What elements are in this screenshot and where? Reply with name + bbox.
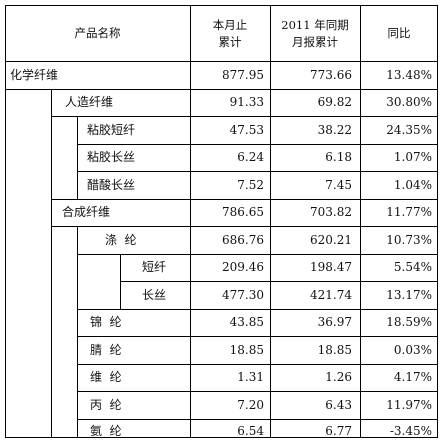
row-name: 维 纶 [90, 370, 122, 384]
row-name: 合成纤维 [62, 205, 111, 219]
row-prior: 18.85 [317, 343, 352, 357]
row-yoy: 13.17% [386, 288, 432, 302]
row-current: 7.52 [237, 178, 264, 192]
row-prior: 198.47 [310, 260, 352, 274]
row-yoy: 10.73% [386, 233, 432, 247]
row-name: 长丝 [142, 288, 167, 302]
row-yoy: 11.77% [386, 205, 432, 219]
row-current: 91.33 [229, 95, 264, 109]
row-name: 醋酸长丝 [87, 178, 136, 192]
indent-line-level3 [120, 254, 121, 309]
row-yoy: -3.45% [389, 424, 432, 438]
row-name: 腈 纶 [90, 343, 122, 357]
row-yoy: 30.80% [386, 95, 432, 109]
row-line [51, 226, 438, 227]
row-line [5, 89, 438, 90]
row-current: 1.31 [237, 370, 264, 384]
row-line [51, 199, 438, 200]
table-border-top [5, 5, 438, 6]
row-line [51, 116, 438, 117]
indent-line-level2 [77, 226, 78, 438]
row-name: 涤 纶 [105, 233, 137, 247]
row-current: 18.85 [229, 343, 264, 357]
row-prior: 7.45 [325, 178, 352, 192]
row-name: 粘胶长丝 [87, 150, 136, 164]
row-name: 短纤 [142, 260, 167, 274]
column-line-current [190, 5, 191, 438]
table-border-right [437, 5, 438, 438]
row-current: 6.54 [237, 424, 264, 438]
row-name: 锦 纶 [90, 315, 122, 329]
row-yoy: 13.48% [386, 68, 432, 82]
row-prior: 36.97 [317, 315, 352, 329]
row-current: 47.53 [229, 123, 264, 137]
row-line [120, 281, 438, 282]
header-bottom-line [5, 61, 438, 62]
row-prior: 620.21 [310, 233, 352, 247]
row-prior: 703.82 [310, 205, 352, 219]
row-current: 477.30 [222, 288, 264, 302]
row-yoy: 24.35% [386, 123, 432, 137]
row-yoy: 5.54% [393, 260, 432, 274]
header-current-cumulative-line2: 累计 [218, 35, 242, 49]
row-current: 786.65 [222, 205, 264, 219]
indent-line-level1 [51, 89, 52, 438]
row-prior: 38.22 [317, 123, 352, 137]
row-line [77, 144, 438, 145]
row-name: 粘胶短纤 [87, 123, 136, 137]
header-yoy: 同比 [387, 26, 411, 40]
row-line [77, 364, 438, 365]
row-prior: 773.66 [310, 68, 352, 82]
row-current: 877.95 [222, 68, 264, 82]
row-prior: 6.77 [325, 424, 352, 438]
row-yoy: 18.59% [386, 315, 432, 329]
row-yoy: 4.17% [393, 370, 432, 384]
row-current: 43.85 [229, 315, 264, 329]
table-border-left [5, 5, 6, 438]
row-line [77, 336, 438, 337]
row-prior: 6.43 [325, 398, 352, 412]
row-current: 7.20 [237, 398, 264, 412]
row-name: 氨 纶 [90, 424, 122, 438]
row-yoy: 1.04% [393, 178, 432, 192]
row-line [77, 419, 438, 420]
row-line [77, 391, 438, 392]
row-name: 化学纤维 [10, 68, 59, 82]
column-line-prior [270, 5, 271, 438]
row-prior: 1.26 [325, 370, 352, 384]
row-current: 686.76 [222, 233, 264, 247]
column-line-yoy [360, 5, 361, 438]
table-border-bottom [5, 437, 438, 438]
row-current: 6.24 [237, 150, 264, 164]
row-prior: 6.18 [325, 150, 352, 164]
row-name: 丙 纶 [90, 398, 122, 412]
row-name: 人造纤维 [65, 95, 114, 109]
row-yoy: 1.07% [393, 150, 432, 164]
row-yoy: 0.03% [393, 343, 432, 357]
row-line [77, 171, 438, 172]
row-prior: 69.82 [317, 95, 352, 109]
row-current: 209.46 [222, 260, 264, 274]
header-current-cumulative-line1: 本月止 [212, 18, 248, 32]
row-line [77, 254, 438, 255]
row-prior: 421.74 [310, 288, 352, 302]
row-yoy: 11.97% [386, 398, 432, 412]
row-line [77, 309, 438, 310]
header-product-name: 产品名称 [74, 26, 121, 40]
indent-line-level2 [77, 116, 78, 199]
statistics-table: 产品名称 本月止 累计 2011 年同期 月报累计 同比 化学纤维 877.95… [5, 5, 438, 438]
header-prior-period-line2: 月报累计 [292, 35, 338, 49]
header-prior-period-line1: 2011 年同期 [281, 18, 349, 32]
